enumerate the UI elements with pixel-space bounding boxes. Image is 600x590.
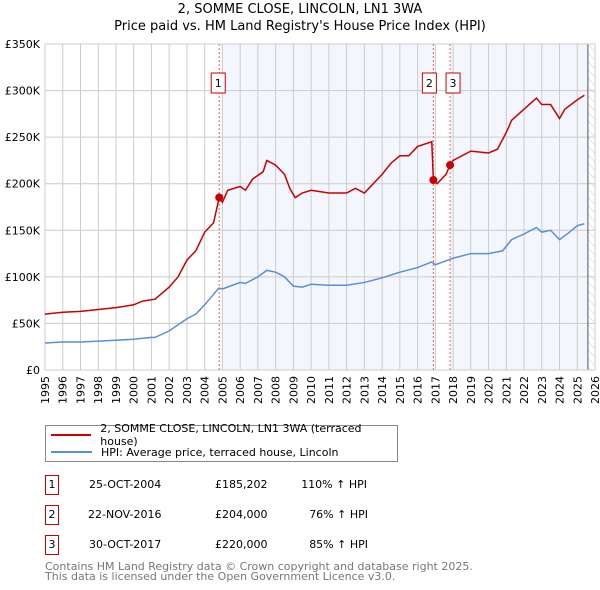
x-tick-label: 1998 (92, 376, 105, 404)
chart-subtitle: Price paid vs. HM Land Registry's House … (114, 19, 486, 34)
x-tick-label: 2011 (323, 376, 336, 404)
x-tick-label: 2024 (554, 376, 567, 404)
price-line (44, 94, 585, 315)
x-tick-label: 2003 (181, 376, 194, 404)
sale-point (429, 175, 438, 184)
x-tick-label: 2015 (394, 376, 407, 404)
sale-price: £220,000 (215, 538, 268, 551)
x-tick-label: 2013 (358, 376, 371, 404)
sale-hpi: 85% ↑ HPI (309, 538, 368, 551)
footer-copyright: Contains HM Land Registry data © Crown c… (45, 560, 473, 573)
sale-row: 1 25-OCT-2004 £185,202 110% ↑ HPI (45, 475, 445, 495)
legend-item-hpi: HPI: Average price, terraced house, Linc… (51, 444, 338, 460)
forecast-hatch (587, 44, 595, 370)
x-tick-label: 2019 (465, 376, 478, 404)
x-tick-label: 2006 (234, 376, 247, 404)
legend-swatch (51, 451, 92, 453)
x-tick-label: 1999 (110, 376, 123, 404)
x-tick-label: 2017 (429, 376, 442, 404)
sale-hpi: 110% ↑ HPI (301, 478, 367, 491)
legend-item-property: 2, SOMME CLOSE, LINCOLN, LN1 3WA (terrac… (51, 422, 397, 448)
footer-licence: This data is licensed under the Open Gov… (45, 570, 396, 583)
x-tick-label: 2008 (270, 376, 283, 404)
sale-price: £204,000 (215, 508, 268, 521)
sale-price: £185,202 (215, 478, 268, 491)
sale-date: 25-OCT-2004 (89, 478, 162, 491)
legend-swatch (51, 434, 92, 436)
sale-date: 22-NOV-2016 (88, 508, 162, 521)
y-tick-label: £150K (5, 224, 41, 237)
sale-label-box (421, 72, 437, 94)
x-tick-label: 2021 (500, 376, 513, 404)
legend-label: HPI: Average price, terraced house, Linc… (101, 445, 339, 459)
sale-marker-label: 2 (45, 505, 59, 525)
sale-row: 2 22-NOV-2016 £204,000 76% ↑ HPI (45, 505, 445, 525)
y-tick-label: £300K (5, 85, 41, 98)
y-tick-label: £100K (5, 271, 41, 284)
sale-label-box (210, 72, 226, 94)
sale-label-box (445, 72, 461, 94)
shaded-region (221, 44, 434, 370)
x-tick-label: 2001 (145, 376, 158, 404)
sale-label: 3 (450, 77, 457, 90)
plot-area: 1995 1996 1997 1998 1999 2000 2001 2002 2003 2004… (5, 38, 600, 404)
x-tick-label: 2025 (571, 376, 584, 404)
y-tick-label: £350K (5, 38, 41, 51)
x-tick-label: 2000 (128, 376, 141, 404)
x-tick-label: 2009 (287, 376, 300, 404)
x-tick-label: 2018 (447, 376, 460, 404)
legend-label: 2, SOMME CLOSE, LINCOLN, LN1 3WA (terrac… (100, 422, 362, 448)
sale-label: 2 (426, 77, 433, 90)
sale-marker-label: 1 (45, 475, 59, 495)
sale-date: 30-OCT-2017 (89, 538, 162, 551)
x-tick-label: 2002 (163, 376, 176, 404)
x-tick-label: 2012 (341, 376, 354, 404)
sale-marker-label: 3 (45, 535, 59, 555)
y-tick-label: £200K (5, 178, 41, 191)
legend: 2, SOMME CLOSE, LINCOLN, LN1 3WA (terrac… (45, 422, 398, 462)
sale-label: 1 (215, 77, 222, 90)
hpi-line (44, 223, 585, 344)
y-tick-label: £50K (12, 317, 41, 330)
x-tick-label: 1995 (39, 376, 52, 404)
sale-hpi: 76% ↑ HPI (309, 508, 368, 521)
x-tick-label: 2010 (305, 376, 318, 404)
x-tick-label: 1997 (74, 376, 87, 404)
x-tick-label: 2014 (376, 376, 389, 404)
x-tick-label: 2022 (518, 376, 531, 404)
sale-row: 3 30-OCT-2017 £220,000 85% ↑ HPI (45, 535, 445, 555)
sale-point (446, 161, 455, 170)
x-tick-label: 2016 (412, 376, 425, 404)
x-tick-label: 2007 (252, 376, 265, 404)
chart-title: 2, SOMME CLOSE, LINCOLN, LN1 3WA (177, 2, 423, 17)
x-tick-label: 1996 (57, 376, 70, 404)
x-tick-label: 2004 (199, 376, 212, 404)
sale-point (215, 193, 224, 202)
shaded-region (450, 44, 588, 370)
x-tick-label: 2005 (216, 376, 229, 404)
y-tick-label: £0 (26, 364, 40, 377)
y-tick-label: £250K (5, 131, 41, 144)
x-tick-label: 2026 (589, 376, 600, 404)
x-tick-label: 2020 (483, 376, 496, 404)
x-tick-label: 2023 (536, 376, 549, 404)
plot-border (44, 43, 596, 371)
